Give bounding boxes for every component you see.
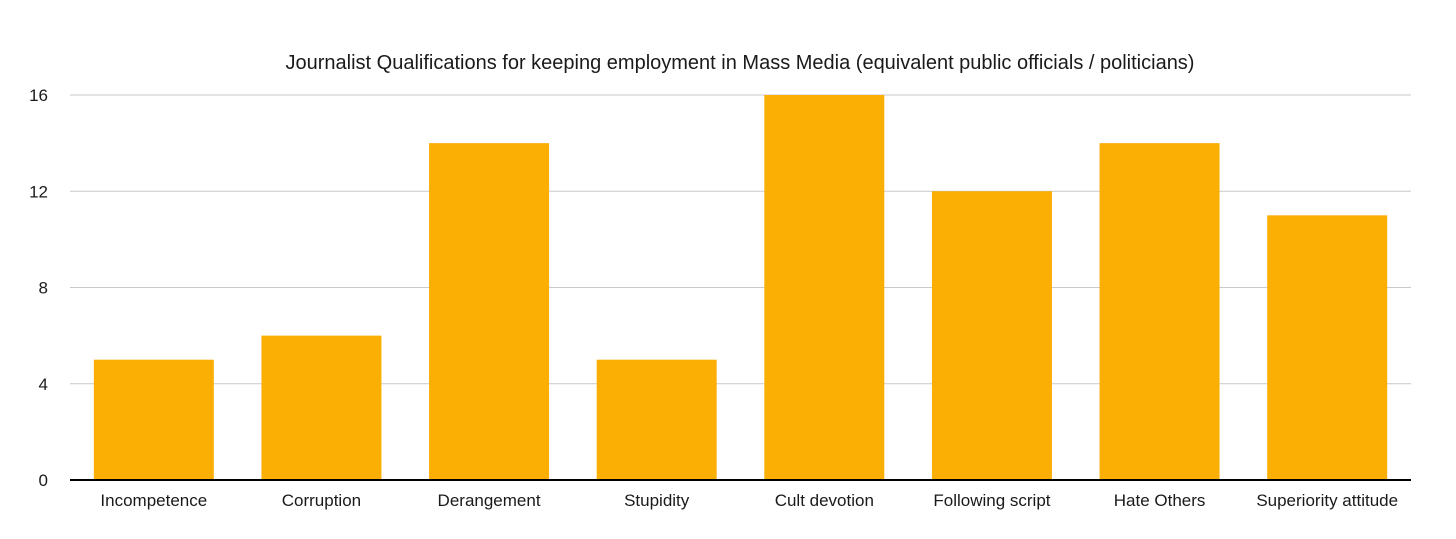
y-tick-label: 8 — [39, 279, 48, 298]
y-axis-tick-labels: 0 4 8 12 16 — [29, 86, 48, 490]
chart-title: Journalist Qualifications for keeping em… — [286, 52, 1195, 74]
y-tick-label: 0 — [39, 471, 48, 490]
bar — [261, 335, 382, 480]
y-tick-label: 16 — [29, 86, 48, 105]
bar — [931, 191, 1052, 480]
bar — [1099, 143, 1220, 480]
bar — [764, 95, 885, 480]
x-category-label: Superiority attitude — [1256, 491, 1398, 510]
bar — [93, 359, 214, 480]
y-tick-label: 4 — [39, 375, 48, 394]
x-axis-category-labels: Incompetence Corruption Derangement Stupidi… — [100, 491, 1398, 510]
x-category-label: Corruption — [282, 491, 361, 510]
bar — [1267, 215, 1388, 480]
bar — [596, 359, 717, 480]
x-category-label: Derangement — [438, 491, 541, 510]
x-category-label: Stupidity — [624, 491, 690, 510]
x-category-label: Hate Others — [1114, 491, 1206, 510]
bar — [429, 143, 550, 480]
bars — [93, 95, 1388, 480]
y-tick-label: 12 — [29, 182, 48, 201]
x-category-label: Incompetence — [100, 491, 207, 510]
x-category-label: Cult devotion — [775, 491, 874, 510]
x-category-label: Following script — [933, 491, 1050, 510]
